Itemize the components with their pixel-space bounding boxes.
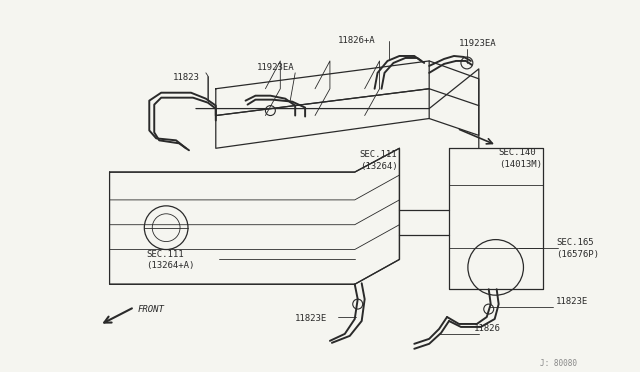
Text: 11923EA: 11923EA: [459, 39, 497, 48]
Text: 11823: 11823: [173, 73, 200, 82]
Text: J: 80080: J: 80080: [540, 359, 577, 368]
Text: (14013M): (14013M): [499, 160, 541, 169]
Text: (16576P): (16576P): [556, 250, 599, 259]
Text: (13264): (13264): [360, 162, 397, 171]
Text: 11823E: 11823E: [556, 297, 588, 306]
Text: 11826: 11826: [474, 324, 500, 333]
Text: (13264+A): (13264+A): [147, 262, 195, 270]
Text: 11923EA: 11923EA: [257, 63, 294, 72]
Text: SEC.111: SEC.111: [147, 250, 184, 259]
Text: SEC.140: SEC.140: [499, 148, 536, 157]
Text: SEC.111: SEC.111: [360, 150, 397, 159]
Text: 11826+A: 11826+A: [338, 36, 376, 45]
Text: FRONT: FRONT: [138, 305, 164, 314]
Text: 11823E: 11823E: [295, 314, 328, 323]
Text: SEC.165: SEC.165: [556, 238, 594, 247]
